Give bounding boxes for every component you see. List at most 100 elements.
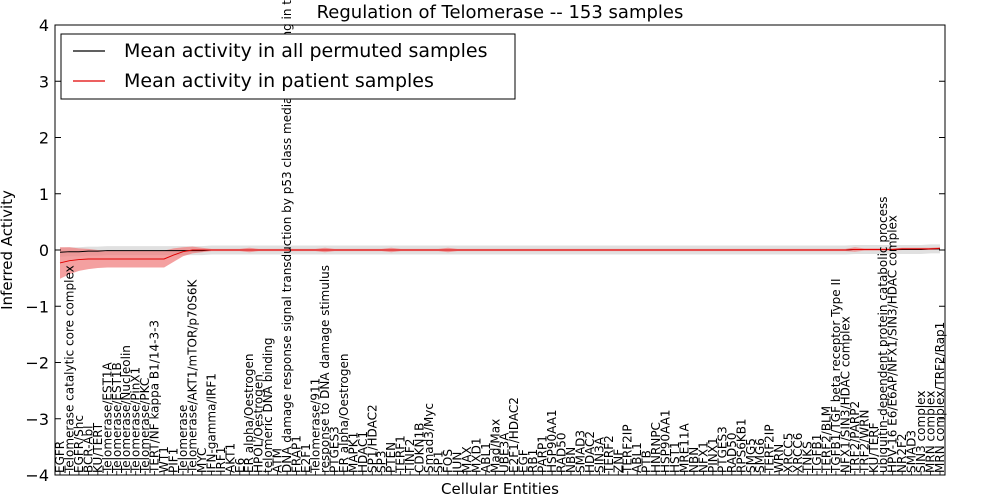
x-tick-label: RPS6KB1 <box>734 418 748 473</box>
x-tick-label: NFX1/SIN3/HDAC complex <box>838 316 852 473</box>
x-tick-label: E6 <box>233 458 247 473</box>
x-tick-label: SMAD3 <box>573 430 587 473</box>
legend-label: Mean activity in all permuted samples <box>124 40 487 62</box>
x-tick-label: PINX1 <box>706 437 720 473</box>
x-tick-label: TGFB1 <box>810 434 824 474</box>
y-tick-label: −3 <box>25 410 49 429</box>
x-tick-label: HPV-16 E6/E6AP/NFX1/SIN3/HDAC complex <box>886 215 900 473</box>
x-axis-label: Cellular Entities <box>441 480 559 498</box>
x-tick-label: HDAC2 <box>583 431 597 473</box>
x-tick-label: MRE11A <box>678 422 692 473</box>
x-tick-label: ATM <box>271 448 285 473</box>
x-tick-label: PTGES3 <box>327 426 341 473</box>
x-tick-label: XRCC5 <box>782 433 796 473</box>
patient-mean-line <box>59 247 941 264</box>
x-tick-label: SP3 <box>375 451 389 474</box>
x-tick-label: HPOL/Oestrogen <box>252 374 266 473</box>
x-tick-label: TERF2IP <box>763 424 777 474</box>
x-tick-label: Telomerase/EST1A <box>100 361 114 474</box>
x-tick-label: ubiquitin-dependent protein catabolic pr… <box>876 197 890 473</box>
x-tick-label: WRN <box>772 444 786 473</box>
x-tick-label: telomeric DNA binding <box>261 338 275 474</box>
x-tick-label: WT1 <box>157 446 171 473</box>
x-tick-label: TNKS <box>801 441 815 474</box>
x-tick-label: HSP90AA1 <box>545 409 559 473</box>
x-tick-label: TERT/NF kappa B1/14-3-3 <box>148 320 162 474</box>
x-tick-label: PARP1 <box>536 435 550 473</box>
x-tick-label: RAD50 <box>725 432 739 473</box>
x-tick-label: response to DNA damage stimulus <box>318 265 332 473</box>
x-tick-label: EGF <box>517 449 531 473</box>
x-tick-label: Telomerase/Nucleolin <box>119 345 133 474</box>
y-tick-label: 3 <box>39 72 49 91</box>
x-tick-label: Telomerase/PinX1 <box>129 367 143 474</box>
x-tick-label: TRF2/PARP2 <box>848 401 862 474</box>
x-tick-label: Telomerase/AKT1/mTOR/p70S6K <box>185 278 199 474</box>
legend: Mean activity in all permuted samples Mea… <box>60 33 516 100</box>
x-tick-label: TINF2 <box>403 439 417 474</box>
x-tick-label: Mad/Max <box>488 419 502 473</box>
x-tick-label: E2F1/HDAC2 <box>507 397 521 473</box>
legend-label: Mean activity in patient samples <box>124 70 434 92</box>
x-tick-label: Telomerase/PKC <box>138 378 152 474</box>
x-tick-label: IFN-gamma/IRF1 <box>204 373 218 473</box>
x-tick-label: HST1 <box>668 441 682 473</box>
x-tick-label: KU/TERF <box>867 422 881 473</box>
y-tick-label: −1 <box>25 297 49 316</box>
x-tick-label: TRF2/WRN <box>857 410 871 474</box>
x-tick-label: ER alpha/Oestrogen <box>337 354 351 473</box>
x-tick-label: PTEN <box>384 442 398 473</box>
x-tick-label: FRAP1 <box>290 435 304 473</box>
x-tick-label: EGFR <box>53 441 67 473</box>
x-tick-label: TERF2/BLM <box>819 406 833 474</box>
x-tick-label: Smad3/Myc <box>422 403 436 473</box>
x-tick-label: Telomerase/911 <box>308 378 322 474</box>
x-tick-label: IRF1 <box>214 447 228 473</box>
y-tick-label: 0 <box>39 241 49 260</box>
x-tick-label: TERF2 <box>602 435 616 474</box>
x-tick-label: MRN complex/TRF2/Rap1 <box>933 322 947 473</box>
x-tick-label: SMG5 <box>744 438 758 473</box>
x-tick-label: NFX1 <box>696 441 710 473</box>
x-tick-label: FOS <box>441 449 455 473</box>
x-tick-label: SIN3 complex <box>914 391 928 473</box>
x-tick-label: ABL1 <box>630 442 644 473</box>
x-tick-label: PTGES3 <box>715 426 729 473</box>
x-tick-label: MAX <box>460 446 474 473</box>
x-tick-label: MAPK1 <box>346 432 360 473</box>
y-axis-label: Inferred Activity <box>0 190 16 310</box>
x-tick-label: Telomerase catalytic core complex <box>62 265 76 474</box>
x-tick-label: RAD50 <box>555 432 569 473</box>
y-tick-label: −2 <box>25 354 49 373</box>
y-tick-label: 1 <box>39 185 49 204</box>
x-tick-label: XRCC6 <box>791 433 805 473</box>
y-tick-label: 2 <box>39 129 49 148</box>
x-tick-label: SP1/HDAC2 <box>365 404 379 473</box>
x-tick-label: RB1 <box>526 449 540 473</box>
x-tick-label: UBE3A <box>498 432 512 473</box>
x-tick-label: HNRNPC <box>649 422 663 473</box>
x-tick-label: SIN3A <box>592 436 606 473</box>
x-tick-label: NBN <box>564 447 578 473</box>
x-tick-label: MRN complex <box>924 391 938 473</box>
x-tick-label: DNA damage response signal transduction … <box>280 0 294 473</box>
x-tick-label: Telomerase <box>176 405 190 474</box>
x-tick-label: CDKN1B <box>413 423 427 473</box>
x-tick-label: TERF1 <box>394 435 408 474</box>
x-tick-label: BCR-Abl <box>81 426 95 473</box>
x-tick-label: Telomerase/EST1B <box>110 362 124 474</box>
x-tick-label: HDAC1 <box>356 431 370 473</box>
x-tick-label: TERF2IP <box>621 424 635 474</box>
x-tick-label: JUN <box>450 452 464 474</box>
x-tick-label: HSP90AA1 <box>659 409 673 473</box>
x-tick-label: ER alpha/Oestrogen <box>242 354 256 473</box>
y-tick-label: 4 <box>39 16 49 35</box>
x-tick-label: ZNF <box>611 449 625 473</box>
chart-title: Regulation of Telomerase -- 153 samples <box>317 2 684 23</box>
x-tick-label: PTB <box>640 450 654 473</box>
x-tick-label: E2F1 <box>299 443 313 473</box>
x-tick-label: EGFR/Shc <box>72 415 86 473</box>
x-tick-label: NR2F2 <box>895 434 909 474</box>
